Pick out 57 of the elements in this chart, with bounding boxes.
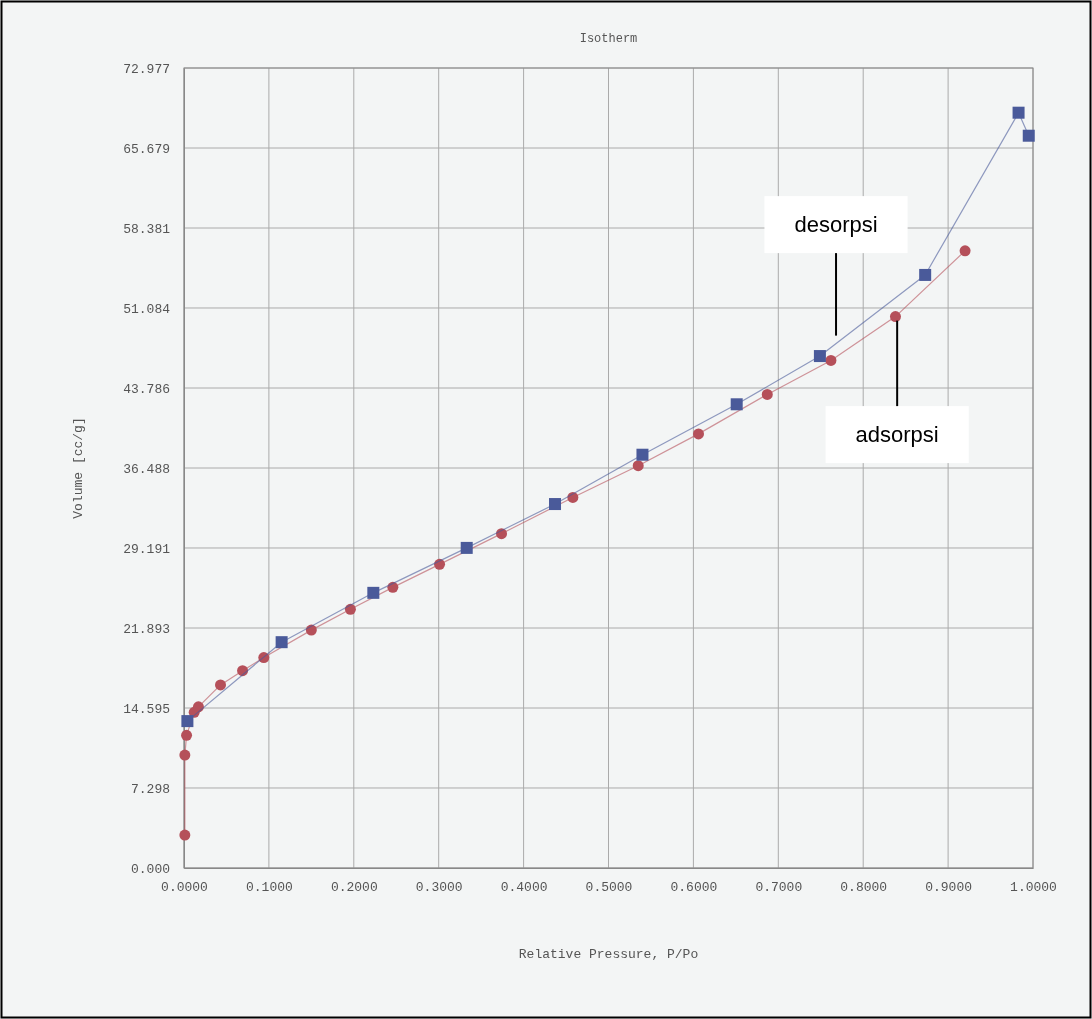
point: [434, 558, 446, 570]
x-tick-label: 0.7000: [755, 880, 803, 896]
y-tick-label: 65.679: [123, 141, 170, 157]
x-axis-title: Relative Pressure, P/Po: [518, 947, 699, 962]
x-tick-label: 0.3000: [415, 880, 463, 896]
x-tick-label: 0.2000: [330, 880, 378, 896]
point: [825, 354, 837, 366]
y-tick-label: 0.000: [130, 861, 170, 877]
point: [179, 749, 191, 761]
x-tick-label: 0.1000: [245, 880, 293, 896]
point: [692, 428, 704, 440]
y-tick-label: 43.786: [123, 381, 170, 397]
y-tick-label: 7.298: [130, 781, 170, 797]
point: [181, 715, 194, 728]
annotation: desorpsi: [794, 212, 878, 238]
y-tick-label: 21.893: [123, 621, 170, 637]
point: [181, 729, 193, 741]
x-tick-label: 0.8000: [840, 880, 888, 896]
point: [889, 311, 901, 323]
point: [567, 491, 579, 503]
chart-title: Isotherm: [579, 32, 638, 46]
x-tick-label: 1.0000: [1010, 880, 1057, 896]
y-tick-label: 58.381: [123, 221, 171, 237]
point: [192, 701, 204, 713]
point: [959, 245, 971, 257]
y-tick-label: 36.488: [123, 461, 170, 477]
point: [730, 398, 743, 411]
point: [179, 829, 191, 841]
point: [258, 652, 270, 664]
point: [305, 624, 317, 636]
point: [215, 679, 227, 691]
point: [813, 350, 826, 363]
point: [496, 528, 508, 540]
point: [237, 665, 249, 677]
point: [919, 268, 932, 281]
point: [761, 388, 773, 400]
point: [636, 448, 649, 461]
point: [1012, 106, 1025, 119]
x-tick-label: 0.6000: [670, 880, 718, 896]
point: [632, 460, 644, 472]
y-tick-label: 72.977: [123, 61, 170, 77]
annotation: adsorpsi: [855, 422, 939, 448]
point: [367, 586, 380, 599]
point: [1022, 129, 1035, 142]
point: [460, 541, 473, 554]
x-tick-label: 0.4000: [500, 880, 548, 896]
point: [387, 581, 399, 593]
x-tick-label: 0.0000: [161, 880, 208, 896]
point: [549, 498, 562, 511]
x-tick-label: 0.5000: [585, 880, 633, 896]
y-tick-label: 51.084: [123, 301, 171, 317]
point: [344, 603, 356, 615]
y-tick-label: 29.191: [123, 541, 171, 557]
y-tick-label: 14.595: [123, 701, 170, 717]
y-axis-title: Volume [cc/g]: [71, 417, 86, 519]
point: [275, 636, 288, 649]
x-tick-label: 0.9000: [925, 880, 973, 896]
